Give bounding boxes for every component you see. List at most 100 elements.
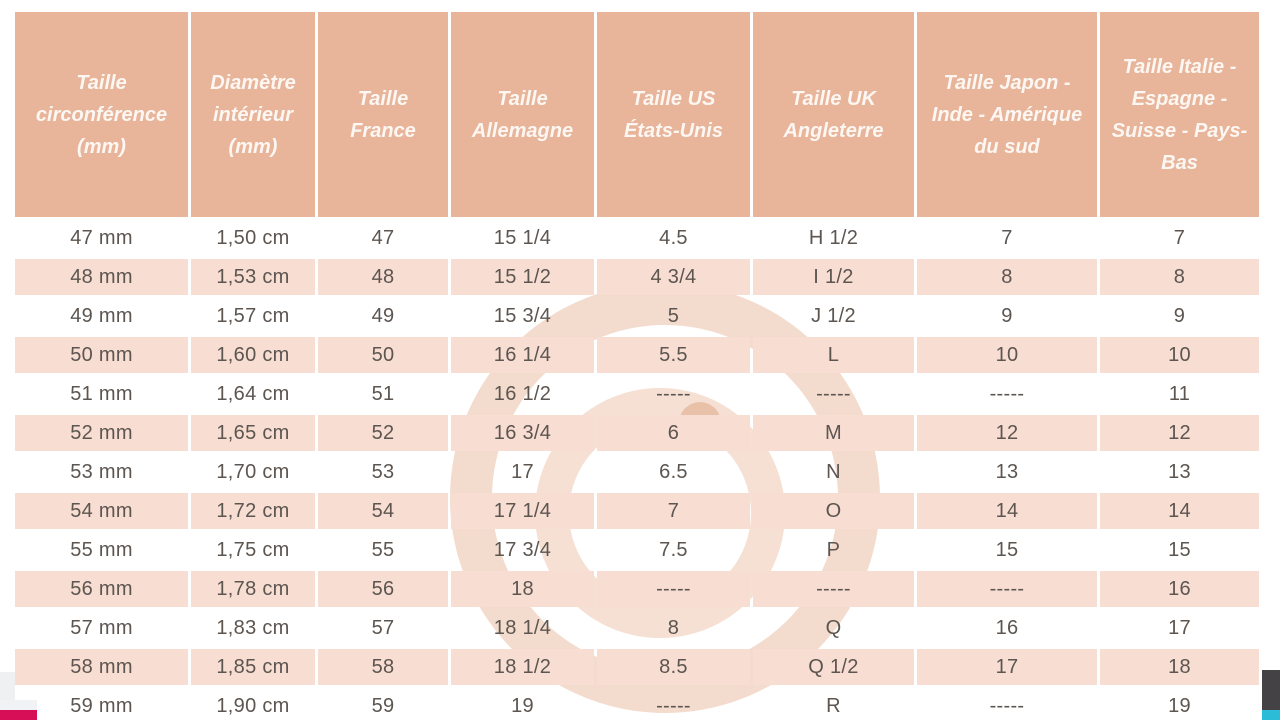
table-cell: 16 3/4: [451, 415, 594, 451]
table-body: 47 mm 1,50 cm 47 15 1/4 4.5 H 1/2 7 7 48 mm 1,53 …: [15, 220, 1259, 724]
table-cell: -----: [753, 571, 914, 607]
table-row: 57 mm 1,83 cm 57 18 1/4 8 Q 16 17: [15, 610, 1259, 646]
table-cell: 4.5: [659, 226, 688, 249]
table-cell: 15 3/4: [493, 304, 552, 327]
table-cell: -----: [989, 382, 1025, 405]
table-cell: 19: [1168, 694, 1191, 717]
table-cell: 55 mm: [70, 538, 133, 561]
table-cell: 56: [318, 571, 448, 607]
table-cell: M: [753, 415, 914, 451]
table-cell: 8: [1100, 259, 1259, 295]
table-cell: H 1/2: [808, 226, 859, 249]
table-cell: 54: [318, 493, 448, 529]
column-header: Diamètre intérieur (mm): [191, 12, 315, 217]
table-cell: 5: [667, 304, 680, 327]
table-cell: 8: [917, 259, 1097, 295]
table-cell: -----: [597, 571, 750, 607]
table-row: 50 mm 1,60 cm 50 16 1/4 5.5 L 10 10: [15, 337, 1259, 373]
table-cell: 17 1/4: [451, 493, 594, 529]
column-header: Taille US États-Unis: [597, 12, 750, 217]
table-row: 51 mm 1,64 cm 51 16 1/2 ----- ----- ----- 11: [15, 376, 1259, 412]
table-cell: 18 1/2: [451, 649, 594, 685]
page-edge-gray-panel: [0, 672, 15, 702]
table-cell: 54 mm: [15, 493, 188, 529]
table-cell: L: [753, 337, 914, 373]
table-cell: -----: [816, 382, 851, 405]
table-cell: 18: [451, 571, 594, 607]
table-cell: -----: [656, 382, 691, 405]
table-cell: O: [753, 493, 914, 529]
table-row: 55 mm 1,75 cm 55 17 3/4 7.5 P 15 15: [15, 532, 1259, 568]
table-cell: 49: [371, 304, 395, 327]
ring-size-conversion-table: Taille circonférence (mm) Diamètre intéri…: [12, 9, 1262, 727]
table-cell: 1,64 cm: [216, 382, 290, 405]
table-cell: 53: [371, 460, 395, 483]
table-cell: Q: [825, 616, 842, 639]
table-row: 48 mm 1,53 cm 48 15 1/2 4 3/4 I 1/2 8 8: [15, 259, 1259, 295]
table-cell: 1,65 cm: [191, 415, 315, 451]
table-cell: 12: [917, 415, 1097, 451]
table-cell: 14: [917, 493, 1097, 529]
table-cell: 51 mm: [70, 382, 133, 405]
table-cell: 12: [1100, 415, 1259, 451]
table-cell: 58 mm: [15, 649, 188, 685]
table-cell: 17 3/4: [493, 538, 552, 561]
table-cell: 7: [1001, 226, 1013, 249]
table-cell: 8: [667, 616, 680, 639]
table-cell: 7.5: [659, 538, 688, 561]
table-cell: 16: [995, 616, 1019, 639]
table-cell: 52 mm: [15, 415, 188, 451]
table-cell: 51: [371, 382, 395, 405]
table-cell: 15: [995, 538, 1019, 561]
table-cell: 1,78 cm: [191, 571, 315, 607]
table-cell: I 1/2: [753, 259, 914, 295]
table-row: 58 mm 1,85 cm 58 18 1/2 8.5 Q 1/2 17 18: [15, 649, 1259, 685]
table-cell: 9: [1173, 304, 1186, 327]
table-cell: 1,83 cm: [216, 616, 290, 639]
table-cell: 6.5: [659, 460, 688, 483]
header-row: Taille circonférence (mm) Diamètre intéri…: [15, 12, 1259, 217]
page-edge-gray-panel-2: [0, 700, 37, 710]
table-cell: R: [826, 694, 841, 717]
page-edge-dark-button[interactable]: [1262, 670, 1280, 710]
table-cell: 47 mm: [70, 226, 133, 249]
table-cell: 55: [371, 538, 395, 561]
table-cell: 15: [1168, 538, 1191, 561]
table-cell: 47: [371, 226, 395, 249]
table-cell: 50 mm: [15, 337, 188, 373]
table-cell: 49 mm: [70, 304, 133, 327]
table-cell: 10: [1100, 337, 1259, 373]
table-row: 47 mm 1,50 cm 47 15 1/4 4.5 H 1/2 7 7: [15, 220, 1259, 256]
table-cell: 1,60 cm: [191, 337, 315, 373]
table-cell: 10: [917, 337, 1097, 373]
table-cell: 7: [1173, 226, 1186, 249]
table-cell: 1,85 cm: [191, 649, 315, 685]
table-cell: 18 1/4: [493, 616, 552, 639]
column-header: Taille Italie - Espagne - Suisse - Pays-…: [1100, 12, 1259, 217]
table-cell: 48 mm: [15, 259, 188, 295]
table-cell: 6: [597, 415, 750, 451]
table-header: Taille circonférence (mm) Diamètre intéri…: [15, 12, 1259, 217]
table-cell: 5.5: [597, 337, 750, 373]
column-header: Taille Japon - Inde - Amérique du sud: [917, 12, 1097, 217]
page-edge-pink-button[interactable]: [0, 710, 37, 720]
table-row: 54 mm 1,72 cm 54 17 1/4 7 O 14 14: [15, 493, 1259, 529]
table-cell: 1,57 cm: [216, 304, 290, 327]
table-cell: 16 1/4: [451, 337, 594, 373]
table-row: 59 mm 1,90 cm 59 19 ----- R ----- 19: [15, 688, 1259, 724]
table-cell: 8.5: [597, 649, 750, 685]
table-cell: 1,90 cm: [216, 694, 290, 717]
table-cell: 11: [1168, 382, 1191, 405]
table-cell: 13: [1168, 460, 1191, 483]
table-cell: Q 1/2: [753, 649, 914, 685]
column-header: Taille France: [318, 12, 448, 217]
table-cell: 9: [1001, 304, 1013, 327]
table-cell: P: [826, 538, 841, 561]
column-header: Taille Allemagne: [451, 12, 594, 217]
table-cell: 1,53 cm: [191, 259, 315, 295]
table-cell: 59 mm: [70, 694, 133, 717]
table-cell: 15 1/2: [451, 259, 594, 295]
table-cell: 15 1/4: [493, 226, 552, 249]
page-edge-cyan-strip: [1262, 710, 1280, 720]
table-cell: 1,70 cm: [216, 460, 290, 483]
